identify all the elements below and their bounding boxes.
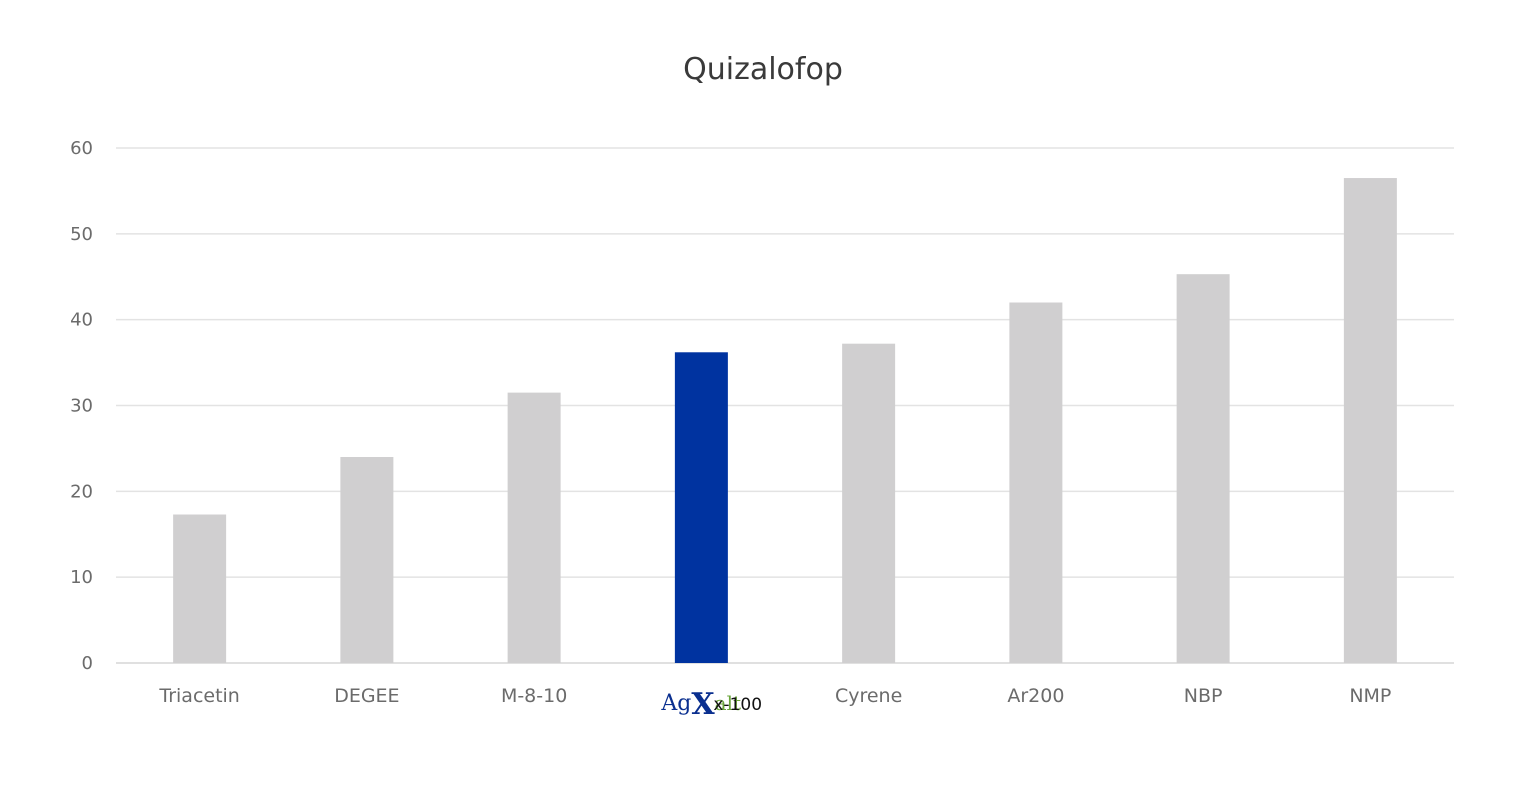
bar	[842, 343, 896, 663]
grid-layer	[116, 147, 1454, 664]
x-category-label: Ar200	[1007, 685, 1064, 707]
x-category-label: DEGEE	[334, 685, 399, 707]
y-tick-label: 60	[70, 138, 93, 159]
bar	[173, 514, 227, 663]
bar-highlight	[674, 352, 728, 663]
y-tick-label: 20	[70, 481, 93, 502]
x-category-label: NMP	[1349, 685, 1391, 707]
x-category-label: Triacetin	[158, 685, 239, 707]
agxalt-logo-text: AgXalt	[660, 687, 741, 722]
bar-layer	[173, 178, 1397, 663]
bar	[1009, 302, 1063, 663]
category-label-suffix: x-100	[713, 695, 762, 715]
bar	[1176, 274, 1230, 663]
y-tick-label: 0	[82, 653, 93, 674]
bar	[1343, 178, 1397, 663]
x-category-label: NBP	[1184, 685, 1223, 707]
y-tick-label: 10	[70, 567, 93, 588]
bar	[340, 457, 394, 663]
x-category-label: M-8-10	[501, 685, 567, 707]
x-category-label: Cyrene	[835, 685, 902, 707]
y-tick-label: 50	[70, 224, 93, 245]
y-tick-layer: 0 10 20 30 40 50 60	[70, 138, 93, 674]
y-tick-label: 30	[70, 396, 93, 417]
chart-title: Quizalofop	[683, 52, 843, 87]
y-tick-label: 40	[70, 310, 93, 331]
bar	[507, 392, 561, 663]
